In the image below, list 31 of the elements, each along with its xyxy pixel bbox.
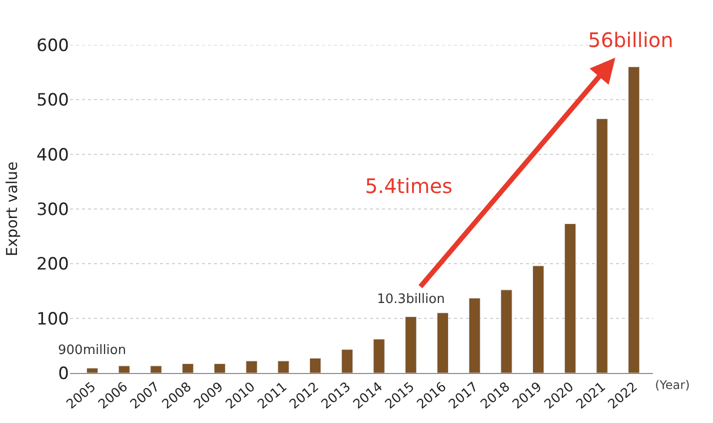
y-axis-title: Export value (2, 162, 21, 256)
bar (150, 366, 162, 373)
bar (405, 316, 417, 373)
y-tick-label: 500 (36, 90, 69, 111)
y-tick-label: 300 (36, 200, 69, 220)
bar (564, 224, 576, 373)
annotation: 10.3billion (377, 292, 445, 307)
bar (118, 366, 130, 373)
annotation: 900million (58, 343, 126, 358)
bar (468, 298, 480, 373)
y-tick-label: 0 (58, 364, 69, 384)
annotation: 5.4times (365, 174, 452, 198)
bar (86, 368, 98, 373)
y-tick-label: 200 (36, 254, 69, 275)
y-tick-label: 400 (36, 145, 69, 166)
y-tick-label: 100 (36, 309, 69, 330)
bar (246, 360, 258, 373)
bar (596, 118, 608, 373)
bar (341, 349, 353, 373)
bar (278, 360, 290, 373)
bar (500, 290, 512, 373)
bar (182, 363, 194, 373)
bar (214, 363, 226, 373)
annotation: 56billion (588, 28, 674, 52)
bar (628, 66, 640, 373)
bar (373, 338, 385, 373)
y-tick-label: 600 (36, 36, 69, 56)
x-axis-title: (Year) (655, 378, 690, 392)
bar (532, 266, 544, 373)
bar (436, 312, 449, 373)
bar (309, 358, 322, 373)
